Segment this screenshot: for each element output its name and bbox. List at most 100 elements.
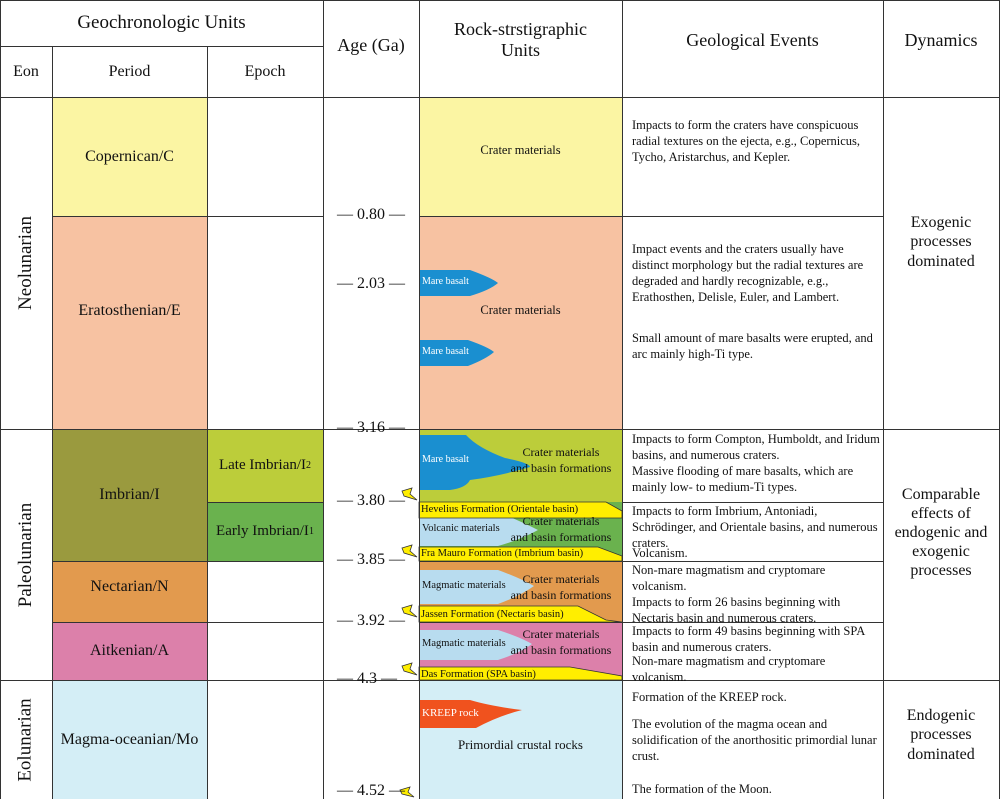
rock-crater-basin-early: Crater materials and basin formations [510, 514, 612, 544]
header-geochronologic: Geochronologic Units [77, 12, 246, 34]
impact-marker-4 [401, 662, 418, 676]
magmatic-label-1: Magmatic materials [422, 580, 506, 591]
eratosthenian-fill [52, 216, 207, 429]
col-line-eon [52, 46, 53, 799]
eon-line-2 [0, 680, 1000, 681]
header-rock-line1: Rock-strstigraphic [454, 19, 587, 40]
magmatic-shape-2 [419, 630, 532, 660]
rock-eratosthenian-fill [419, 216, 622, 429]
age-tick-3.92: — 3.92 — [337, 612, 405, 629]
mare-basalt-shape-3 [419, 435, 530, 490]
rock-crater-materials-1: Crater materials [480, 143, 561, 157]
rock-crater-materials-2: Crater materials [480, 303, 561, 317]
hevelius-formation-label: Hevelius Formation (Orientale basin) [421, 504, 579, 515]
event-aitkenian-2: Non-mare magmatism and cryptomare volcan… [632, 654, 826, 684]
event-early-imbrian-2: Volcanism. [632, 546, 688, 560]
line-rock-3 [419, 622, 883, 623]
event-magma-2: The evolution of the magma ocean and sol… [632, 717, 877, 763]
dynamics-comparable: Comparable effects of endogenic and exog… [894, 485, 988, 580]
event-copernican: Impacts to form the craters have conspic… [632, 118, 861, 164]
col-line-epoch [323, 0, 324, 799]
dynamics-endogenic: Endogenic processes dominated [906, 707, 976, 763]
epoch-early-imbrian: Early Imbrian/I 1 [216, 523, 314, 539]
period-magma-oceanian: Magma-oceanian/Mo [60, 730, 199, 748]
dynamics-exogenic: Exogenic processes dominated [907, 214, 975, 270]
line-period-3 [52, 622, 323, 623]
epoch-late-imbrian: Late Imbrian/I 2 [218, 457, 312, 473]
event-eratosthenian-1: Impact events and the craters usually ha… [632, 242, 864, 304]
period-imbrian: Imbrian/I [99, 486, 160, 503]
line-period-2 [52, 561, 323, 562]
age-tick-4.52: — 4.52 — [337, 782, 405, 799]
col-line-rock [622, 0, 623, 799]
line-rock-1 [419, 216, 883, 217]
eon-eolunarian: Eolunarian [15, 697, 37, 782]
age-tick-3.80: — 3.80 — [337, 492, 405, 509]
event-magma-3: The formation of the Moon. [632, 782, 772, 796]
event-late-imbrian-2: Massive flooding of mare basalts, which … [632, 464, 854, 494]
header-period: Period [108, 62, 151, 80]
primordial-label: Primordial crustal rocks [458, 737, 583, 752]
age-tick-0.80: — 0.80 — [337, 206, 405, 223]
header-eon: Eon [13, 62, 39, 80]
mare-basalt-label-2: Mare basalt [422, 346, 469, 357]
period-aitkenian: Aitkenian/A [89, 642, 170, 659]
line-rock-2 [419, 561, 883, 562]
event-magma-1: Formation of the KREEP rock. [632, 690, 787, 704]
header-rock-line2: Units [500, 40, 540, 60]
eon-neolunarian: Neolunarian [15, 216, 36, 310]
event-aitkenian-1: Impacts to form 49 basins beginning with… [632, 624, 865, 654]
event-nectarian-1: Non-mare magmatism and cryptomare volcan… [632, 563, 826, 593]
col-line-age [419, 0, 420, 799]
event-eratosthenian-2: Small amount of mare basalts were erupte… [632, 331, 873, 361]
impact-marker-3 [401, 604, 418, 618]
col-line-events [883, 0, 884, 799]
period-eratosthenian: Eratosthenian/E [78, 302, 181, 319]
eon-line-1 [0, 429, 1000, 430]
early-imbrian-fill [207, 502, 323, 561]
border-top [0, 0, 1000, 1]
imbrian-fill [52, 429, 207, 561]
line-period-1 [52, 216, 323, 217]
nectarian-fill [52, 561, 207, 622]
mare-basalt-label-3: Mare basalt [422, 454, 469, 465]
rock-crater-basin-late: Crater materials and basin formations [510, 445, 612, 475]
col-line-period [207, 46, 208, 799]
mare-basalt-label-1: Mare basalt [422, 276, 469, 287]
rock-magma-fill [419, 680, 622, 799]
line-epoch [207, 502, 323, 503]
age-tick-2.03: — 2.03 — [337, 275, 405, 292]
event-nectarian-2: Impacts to form 26 basins beginning with… [632, 595, 841, 625]
rock-crater-basin-aitkenian: Crater materials and basin formations [510, 627, 612, 657]
age-tick-3.85: — 3.85 — [337, 551, 405, 568]
period-copernican: Copernican/C [85, 148, 174, 165]
header-rock: Rock-strstigraphic Units [419, 10, 622, 70]
magmatic-label-2: Magmatic materials [422, 638, 506, 649]
magma-oceanian-fill [52, 680, 207, 799]
age-tick-3.16: — 3.16 — [337, 419, 405, 436]
impact-marker-2 [401, 544, 418, 558]
header-age: Age (Ga) [337, 34, 405, 55]
rock-crater-basin-nectarian: Crater materials and basin formations [510, 572, 612, 602]
volcanic-label: Volcanic materials [422, 523, 500, 534]
border-left [0, 0, 1, 799]
rock-copernican-fill [419, 98, 622, 216]
jassen-formation-label: Jassen Formation (Nectaris basin) [421, 609, 564, 620]
period-nectarian: Nectarian/N [90, 578, 169, 595]
header-epoch: Epoch [244, 62, 286, 80]
impact-marker-5 [399, 786, 415, 798]
header-sub-line [0, 46, 323, 47]
header-events: Geological Events [686, 29, 819, 50]
kreep-label: KREEP rock [422, 707, 479, 719]
event-early-imbrian-1: Impacts to form Imbrium, Antoniadi, Schr… [632, 504, 878, 550]
event-late-imbrian-1: Impacts to form Compton, Humboldt, and I… [632, 432, 880, 462]
aitkenian-fill [52, 622, 207, 680]
eon-paleolunarian: Paleolunarian [15, 502, 36, 607]
mare-basalt-shape-1 [419, 270, 498, 296]
impact-marker-1 [401, 487, 418, 501]
header-bottom-line [0, 97, 1000, 98]
fra-mauro-formation-label: Fra Mauro Formation (Imbrium basin) [421, 548, 584, 559]
late-imbrian-fill [207, 429, 323, 502]
age-tick-4.3: — 4.3 — [337, 670, 397, 687]
